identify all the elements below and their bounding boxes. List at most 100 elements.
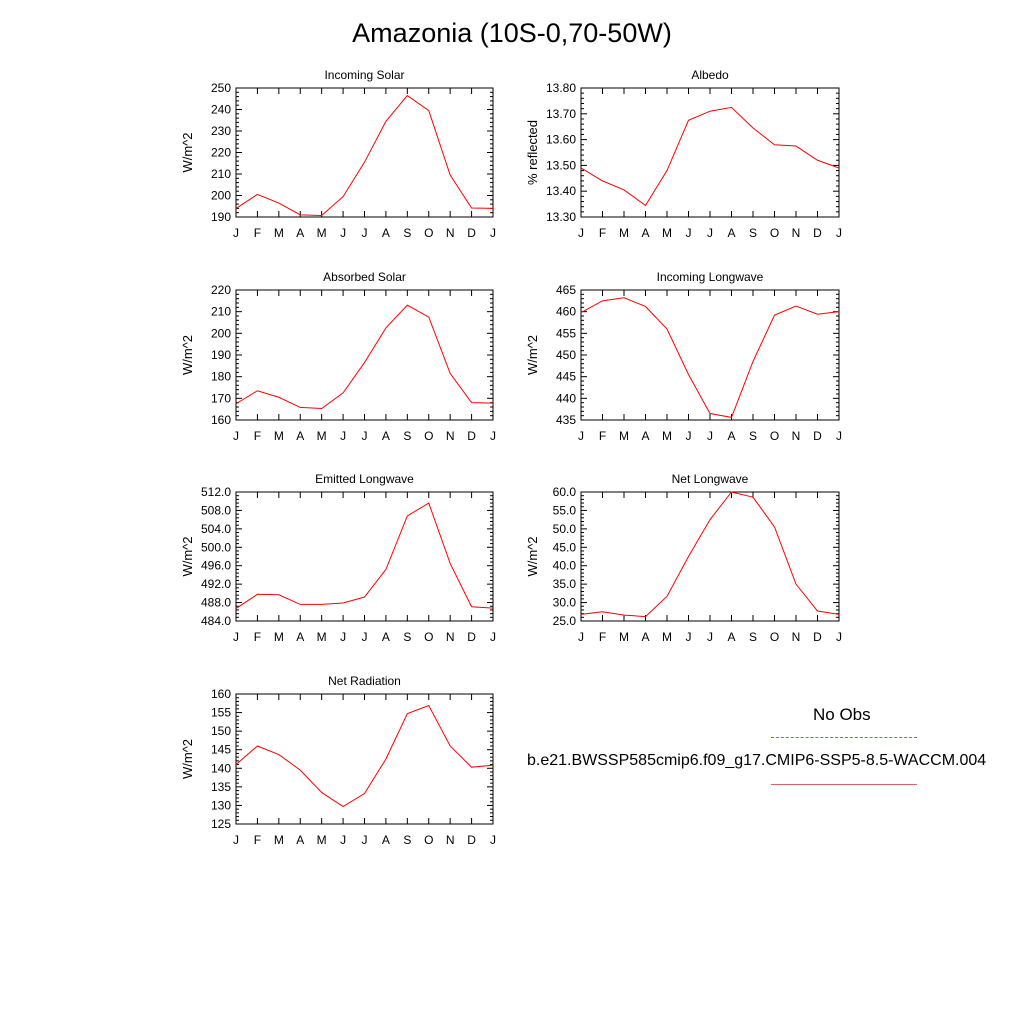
y-tick-label: 60.0 <box>553 485 577 499</box>
x-tick-label: J <box>578 630 584 644</box>
y-tick-label: 45.0 <box>553 540 577 554</box>
chart-emitted-longwave: J F M A M J J A S O N D J484.0488.0492.0496.0500.050… <box>180 472 496 644</box>
x-tick-label: J <box>578 429 584 443</box>
y-tick-label: 140 <box>211 761 231 775</box>
x-tick-label: J <box>233 833 239 847</box>
y-tick-label: 145 <box>211 743 231 757</box>
x-tick-label: J <box>836 226 842 240</box>
x-tick-label: O <box>424 429 433 443</box>
x-tick-label: J <box>836 429 842 443</box>
x-tick-label: N <box>446 226 455 240</box>
y-tick-label: 13.40 <box>546 184 576 198</box>
x-tick-label: M <box>317 429 327 443</box>
x-tick-label: A <box>641 630 649 644</box>
y-tick-label: 460 <box>556 305 576 319</box>
x-tick-label: J <box>233 630 239 644</box>
legend-obs-line <box>771 737 917 738</box>
y-tick-label: 13.60 <box>546 133 576 147</box>
y-tick-label: 180 <box>211 370 231 384</box>
y-tick-label: 155 <box>211 706 231 720</box>
emitted-longwave-title: Emitted Longwave <box>315 472 414 486</box>
x-tick-label: J <box>340 429 346 443</box>
x-tick-label: M <box>317 833 327 847</box>
y-tick-label: 230 <box>211 124 231 138</box>
x-tick-label: J <box>490 429 496 443</box>
absorbed-solar-title: Absorbed Solar <box>323 270 406 284</box>
chart-incoming-longwave: J F M A M J J A S O N D J435440445450455460465Incomi… <box>525 270 842 443</box>
legend-model-line <box>771 784 917 785</box>
x-tick-label: J <box>578 226 584 240</box>
net-radiation-title: Net Radiation <box>328 674 401 688</box>
y-tick-label: 450 <box>556 348 576 362</box>
incoming-solar-series-line <box>235 94 494 217</box>
x-tick-label: A <box>382 429 390 443</box>
y-tick-label: 488.0 <box>201 596 231 610</box>
y-tick-label: 13.80 <box>546 81 576 95</box>
legend: No Obs b.e21.BWSSP585cmip6.f09_g17.CMIP6… <box>520 700 1024 800</box>
emitted-longwave-ylabel: W/m^2 <box>180 536 195 576</box>
x-tick-label: D <box>467 630 476 644</box>
x-tick-label: S <box>403 833 411 847</box>
x-tick-label: O <box>424 833 433 847</box>
x-tick-label: O <box>770 429 779 443</box>
y-tick-label: 130 <box>211 798 231 812</box>
y-tick-label: 508.0 <box>201 503 231 517</box>
incoming-solar-title: Incoming Solar <box>324 68 404 82</box>
x-tick-label: S <box>403 429 411 443</box>
x-tick-label: J <box>362 833 368 847</box>
chart-net-longwave: J F M A M J J A S O N D J25.030.035.040.045.050.055.… <box>525 472 842 644</box>
y-tick-label: 50.0 <box>553 522 577 536</box>
x-tick-label: M <box>619 630 629 644</box>
x-tick-label: D <box>467 833 476 847</box>
x-tick-label: D <box>467 429 476 443</box>
albedo-ylabel: % reflected <box>525 120 540 185</box>
x-tick-label: M <box>619 226 629 240</box>
x-tick-label: J <box>707 630 713 644</box>
x-tick-label: S <box>403 226 411 240</box>
y-tick-label: 55.0 <box>553 503 577 517</box>
x-tick-label: J <box>490 833 496 847</box>
x-tick-label: S <box>749 226 757 240</box>
chart-net-radiation: J F M A M J J A S O N D J125130135140145150155160Net… <box>180 674 496 847</box>
y-tick-label: 250 <box>211 81 231 95</box>
y-tick-label: 13.70 <box>546 107 576 121</box>
x-tick-label: N <box>446 833 455 847</box>
x-tick-label: F <box>254 630 261 644</box>
emitted-longwave-series-line <box>235 502 494 609</box>
x-tick-label: M <box>274 226 284 240</box>
y-tick-label: 35.0 <box>553 577 577 591</box>
y-tick-label: 504.0 <box>201 522 231 536</box>
y-tick-label: 455 <box>556 326 576 340</box>
net-longwave-title: Net Longwave <box>672 472 749 486</box>
x-tick-label: J <box>362 429 368 443</box>
y-tick-label: 190 <box>211 348 231 362</box>
y-tick-label: 25.0 <box>553 614 577 628</box>
x-tick-label: A <box>641 429 649 443</box>
y-tick-label: 13.50 <box>546 158 576 172</box>
y-tick-label: 40.0 <box>553 559 577 573</box>
x-tick-label: F <box>254 833 261 847</box>
incoming-longwave-title: Incoming Longwave <box>657 270 764 284</box>
absorbed-solar-ylabel: W/m^2 <box>180 335 195 375</box>
albedo-title: Albedo <box>691 68 729 82</box>
y-tick-label: 200 <box>211 189 231 203</box>
albedo-series-line <box>580 106 840 207</box>
y-tick-label: 150 <box>211 724 231 738</box>
x-tick-label: D <box>813 429 822 443</box>
x-tick-label: D <box>813 226 822 240</box>
x-tick-label: M <box>317 226 327 240</box>
x-tick-label: J <box>686 429 692 443</box>
x-tick-label: J <box>233 226 239 240</box>
x-tick-label: O <box>424 226 433 240</box>
y-tick-label: 210 <box>211 305 231 319</box>
absorbed-solar-series-line <box>235 304 494 410</box>
y-tick-label: 13.30 <box>546 210 576 224</box>
x-tick-label: J <box>490 226 496 240</box>
x-tick-label: S <box>749 429 757 443</box>
x-tick-label: J <box>362 630 368 644</box>
x-tick-label: A <box>382 226 390 240</box>
x-tick-label: F <box>599 630 606 644</box>
incoming-longwave-plot-frame <box>580 289 840 421</box>
legend-model-label: b.e21.BWSSP585cmip6.f09_g17.CMIP6-SSP5-8… <box>527 752 987 769</box>
y-tick-label: 512.0 <box>201 485 231 499</box>
